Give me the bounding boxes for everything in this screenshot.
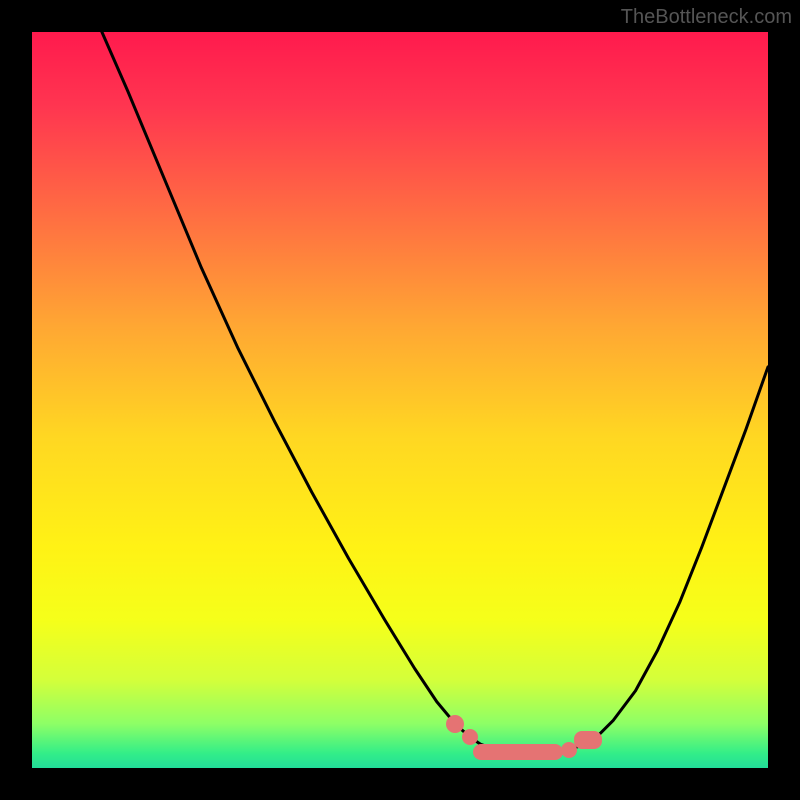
plot-area [32,32,768,768]
curve-marker [446,715,464,733]
curve-marker [574,731,602,749]
bottleneck-curve [32,32,768,768]
curve-marker [462,729,478,745]
curve-marker [473,744,563,760]
watermark-text: TheBottleneck.com [621,6,792,29]
